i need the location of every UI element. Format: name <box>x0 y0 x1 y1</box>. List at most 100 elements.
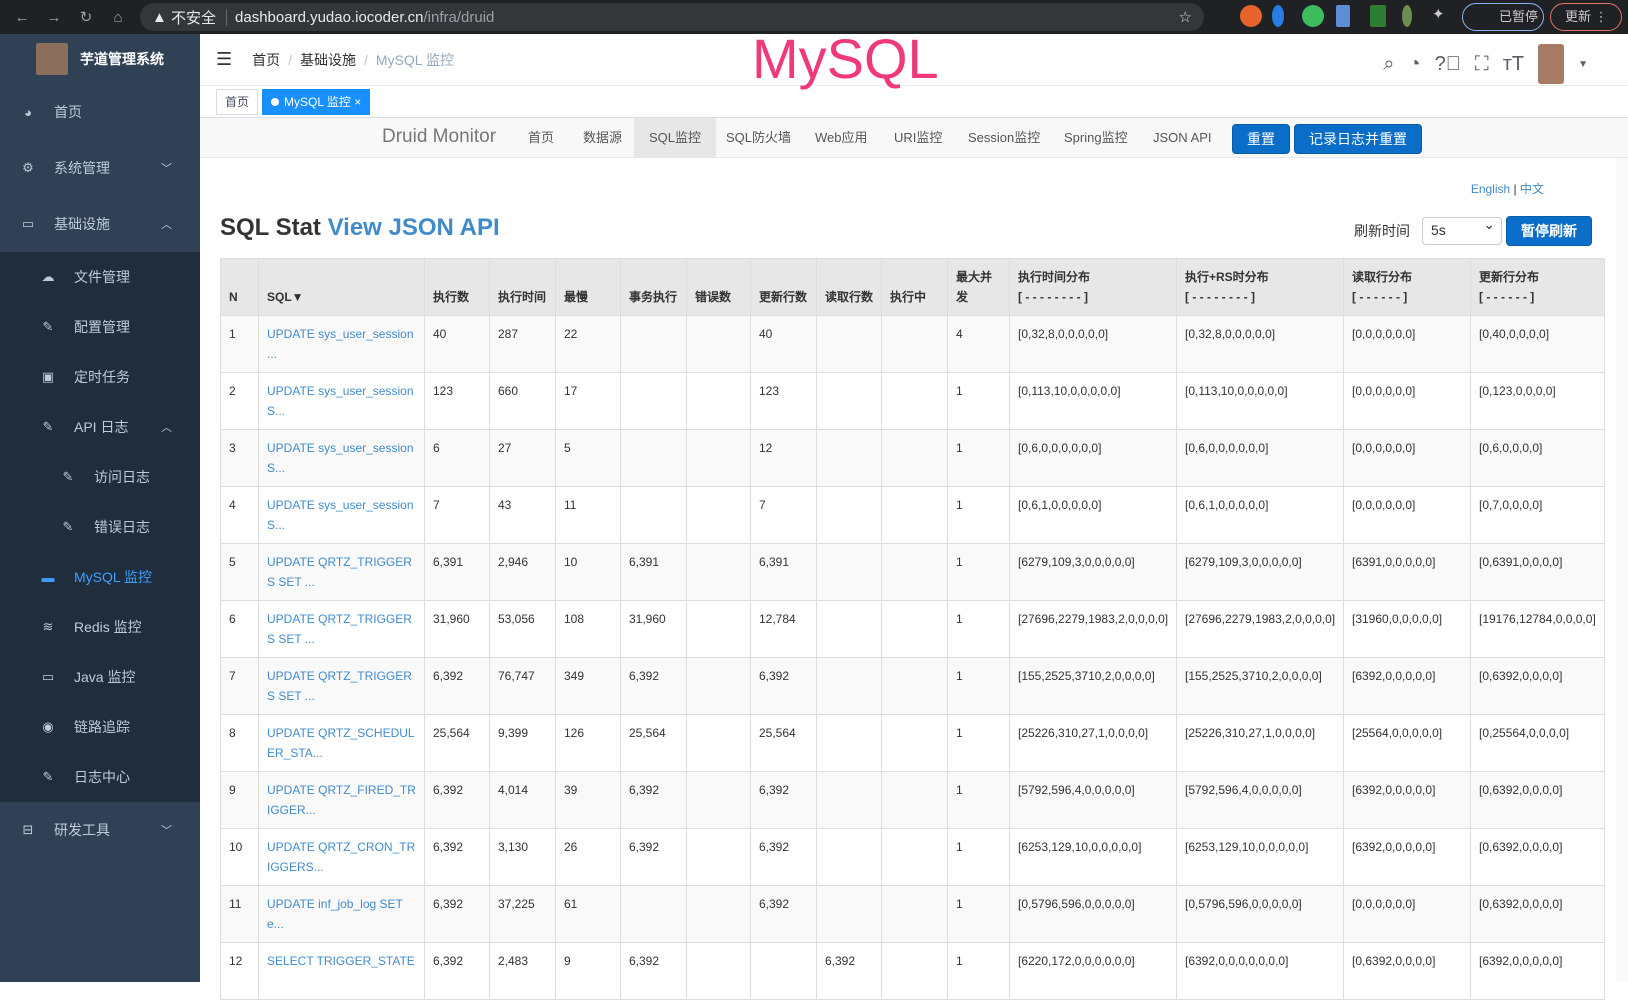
language-switch: English | 中文 <box>1470 182 1544 196</box>
column-header[interactable]: SQL▼ <box>258 258 425 316</box>
close-icon[interactable]: × <box>354 95 362 109</box>
breadcrumb-item[interactable]: 基础设施 <box>300 51 357 68</box>
github-icon[interactable]: ◔ <box>1408 52 1421 75</box>
druid-nav-session[interactable]: Session监控 <box>968 130 1041 145</box>
hamburger-icon[interactable]: ☰ <box>216 49 233 69</box>
druid-nav-sql[interactable]: SQL监控 <box>634 118 717 158</box>
log-and-reset-button[interactable]: 记录日志并重置 <box>1294 124 1422 154</box>
table-cell <box>620 429 687 487</box>
sql-link[interactable]: SELECT TRIGGER_STATE <box>267 954 415 968</box>
profile-paused-button[interactable]: 已暂停 <box>1462 3 1544 31</box>
view-json-api-link[interactable]: View JSON API <box>327 214 500 241</box>
extension-icon[interactable] <box>1240 5 1262 27</box>
sidebar-item-log-center[interactable]: ✎ 日志中心 <box>0 752 200 802</box>
sidebar-item-mysql[interactable]: ▬ MySQL 监控 <box>0 552 200 602</box>
address-bar[interactable]: ▲ 不安全 dashboard.yudao.iocoder.cn/infra/d… <box>140 3 1204 31</box>
extension-icon[interactable] <box>1402 5 1412 27</box>
tag-home[interactable]: 首页 <box>216 89 259 115</box>
pause-refresh-button[interactable]: 暂停刷新 <box>1506 216 1592 246</box>
table-cell <box>750 942 817 1000</box>
table-cell: 7 <box>750 486 817 544</box>
sidebar-item-java[interactable]: ▭ Java 监控 <box>0 652 200 702</box>
caret-down-icon[interactable]: ▼ <box>1578 58 1588 70</box>
server-icon: ▭ <box>41 669 55 684</box>
druid-nav-home[interactable]: 首页 <box>528 130 555 145</box>
sql-link[interactable]: UPDATE QRTZ_TRIGGERS SET ... <box>267 555 412 589</box>
table-cell: UPDATE sys_user_session S... <box>258 486 425 544</box>
sidebar-item-system[interactable]: ⚙ 系统管理 ﹀ <box>0 140 200 196</box>
druid-brand[interactable]: Druid Monitor <box>382 126 497 147</box>
table-cell <box>881 885 948 943</box>
sidebar-item-file[interactable]: ☁ 文件管理 <box>0 252 200 302</box>
home-icon[interactable]: ⌂ <box>113 8 123 26</box>
table-cell: 31,960 <box>620 600 687 658</box>
refresh-value: 5s <box>1431 222 1446 238</box>
table-cell: [0,6,0,0,0,0,0,0] <box>1176 429 1344 487</box>
column-header: 执行+RS时分布 [ - - - - - - - - ] <box>1176 258 1344 316</box>
druid-nav-web[interactable]: Web应用 <box>815 130 868 145</box>
table-row: 12 SELECT TRIGGER_STATE 6,392 2,483 9 6,392 6,… <box>220 942 1605 1000</box>
table-cell: 7 <box>424 486 490 544</box>
sidebar-logo[interactable]: 芋道管理系统 <box>0 34 200 84</box>
sql-link[interactable]: UPDATE inf_job_log SET e... <box>267 897 403 931</box>
sql-link[interactable]: UPDATE sys_user_session S... <box>267 384 414 418</box>
breadcrumb-item[interactable]: 首页 <box>252 51 281 68</box>
lang-english-link[interactable]: English <box>1470 182 1511 196</box>
table-cell: 287 <box>489 315 556 373</box>
table-cell: [0,6392,0,0,0,0] <box>1470 657 1605 715</box>
sidebar-item-error-log[interactable]: ✎ 错误日志 <box>0 502 200 552</box>
back-icon[interactable]: ← <box>14 8 30 26</box>
extension-icon[interactable] <box>1370 5 1386 27</box>
sidebar-item-home[interactable]: ◕ 首页 <box>0 84 200 140</box>
sql-link[interactable]: UPDATE sys_user_session S... <box>267 498 414 532</box>
update-button[interactable]: 更新 ⋮ <box>1550 3 1622 31</box>
table-cell: [25226,310,27,1,0,0,0,0] <box>1176 714 1344 772</box>
reload-icon[interactable]: ↻ <box>79 9 93 26</box>
avatar[interactable] <box>1538 44 1565 84</box>
help-icon[interactable]: ?⃝ <box>1434 52 1461 75</box>
druid-nav-json[interactable]: JSON API <box>1153 130 1212 145</box>
extension-icon[interactable] <box>1302 5 1324 27</box>
table-cell: 6,391 <box>424 543 490 601</box>
tag-mysql[interactable]: MySQL 监控 × <box>262 89 371 115</box>
sql-link[interactable]: UPDATE QRTZ_FIRED_TRIGGER... <box>267 783 416 817</box>
druid-nav-wall[interactable]: SQL防火墙 <box>726 130 792 145</box>
lang-chinese-link[interactable]: 中文 <box>1519 182 1544 196</box>
extension-icon[interactable] <box>1336 5 1350 27</box>
table-cell: 1 <box>947 372 1010 430</box>
sidebar-item-tools[interactable]: ⊟ 研发工具 ﹀ <box>0 802 200 858</box>
table-cell: 43 <box>489 486 556 544</box>
druid-nav-datasource[interactable]: 数据源 <box>583 130 623 145</box>
fullscreen-icon[interactable]: ⛶ <box>1474 52 1489 75</box>
sidebar-item-infra[interactable]: ▭ 基础设施 ︿ <box>0 196 200 252</box>
sql-link[interactable]: UPDATE sys_user_session S... <box>267 441 414 475</box>
forward-icon[interactable]: → <box>46 8 62 26</box>
druid-nav-uri[interactable]: URI监控 <box>894 130 943 145</box>
puzzle-icon[interactable]: ✦ <box>1432 6 1445 23</box>
refresh-interval-select[interactable]: 5s <box>1422 216 1502 245</box>
sql-link[interactable]: UPDATE QRTZ_SCHEDULER_STA... <box>267 726 415 760</box>
table-cell <box>816 828 882 886</box>
table-cell: 6,392 <box>816 942 882 1000</box>
search-icon[interactable]: ⌕ <box>1383 52 1395 75</box>
table-cell <box>686 600 751 658</box>
table-cell <box>816 543 882 601</box>
sidebar-item-trace[interactable]: ◉ 链路追踪 <box>0 702 200 752</box>
bookmark-star-icon[interactable]: ☆ <box>1178 9 1192 26</box>
sidebar-item-job[interactable]: ▣ 定时任务 <box>0 352 200 402</box>
sql-link[interactable]: UPDATE QRTZ_CRON_TRIGGERS... <box>267 840 416 874</box>
sidebar-item-api-log[interactable]: ✎ API 日志 ︿ <box>0 402 200 452</box>
sidebar-item-config[interactable]: ✎ 配置管理 <box>0 302 200 352</box>
sql-link[interactable]: UPDATE QRTZ_TRIGGERS SET ... <box>267 612 412 646</box>
sidebar-item-redis[interactable]: ≋ Redis 监控 <box>0 602 200 652</box>
druid-nav-spring[interactable]: Spring监控 <box>1064 130 1128 145</box>
sql-link[interactable]: UPDATE sys_user_session ... <box>267 327 414 361</box>
table-cell: 12 <box>220 942 259 1000</box>
extension-icon[interactable] <box>1272 5 1284 27</box>
font-size-icon[interactable]: ᴛT <box>1502 52 1525 75</box>
reset-button[interactable]: 重置 <box>1232 124 1290 154</box>
sidebar-item-access-log[interactable]: ✎ 访问日志 <box>0 452 200 502</box>
table-cell: [6392,0,0,0,0,0] <box>1343 657 1471 715</box>
sql-link[interactable]: UPDATE QRTZ_TRIGGERS SET ... <box>267 669 412 703</box>
scrollbar[interactable] <box>1616 158 1628 982</box>
